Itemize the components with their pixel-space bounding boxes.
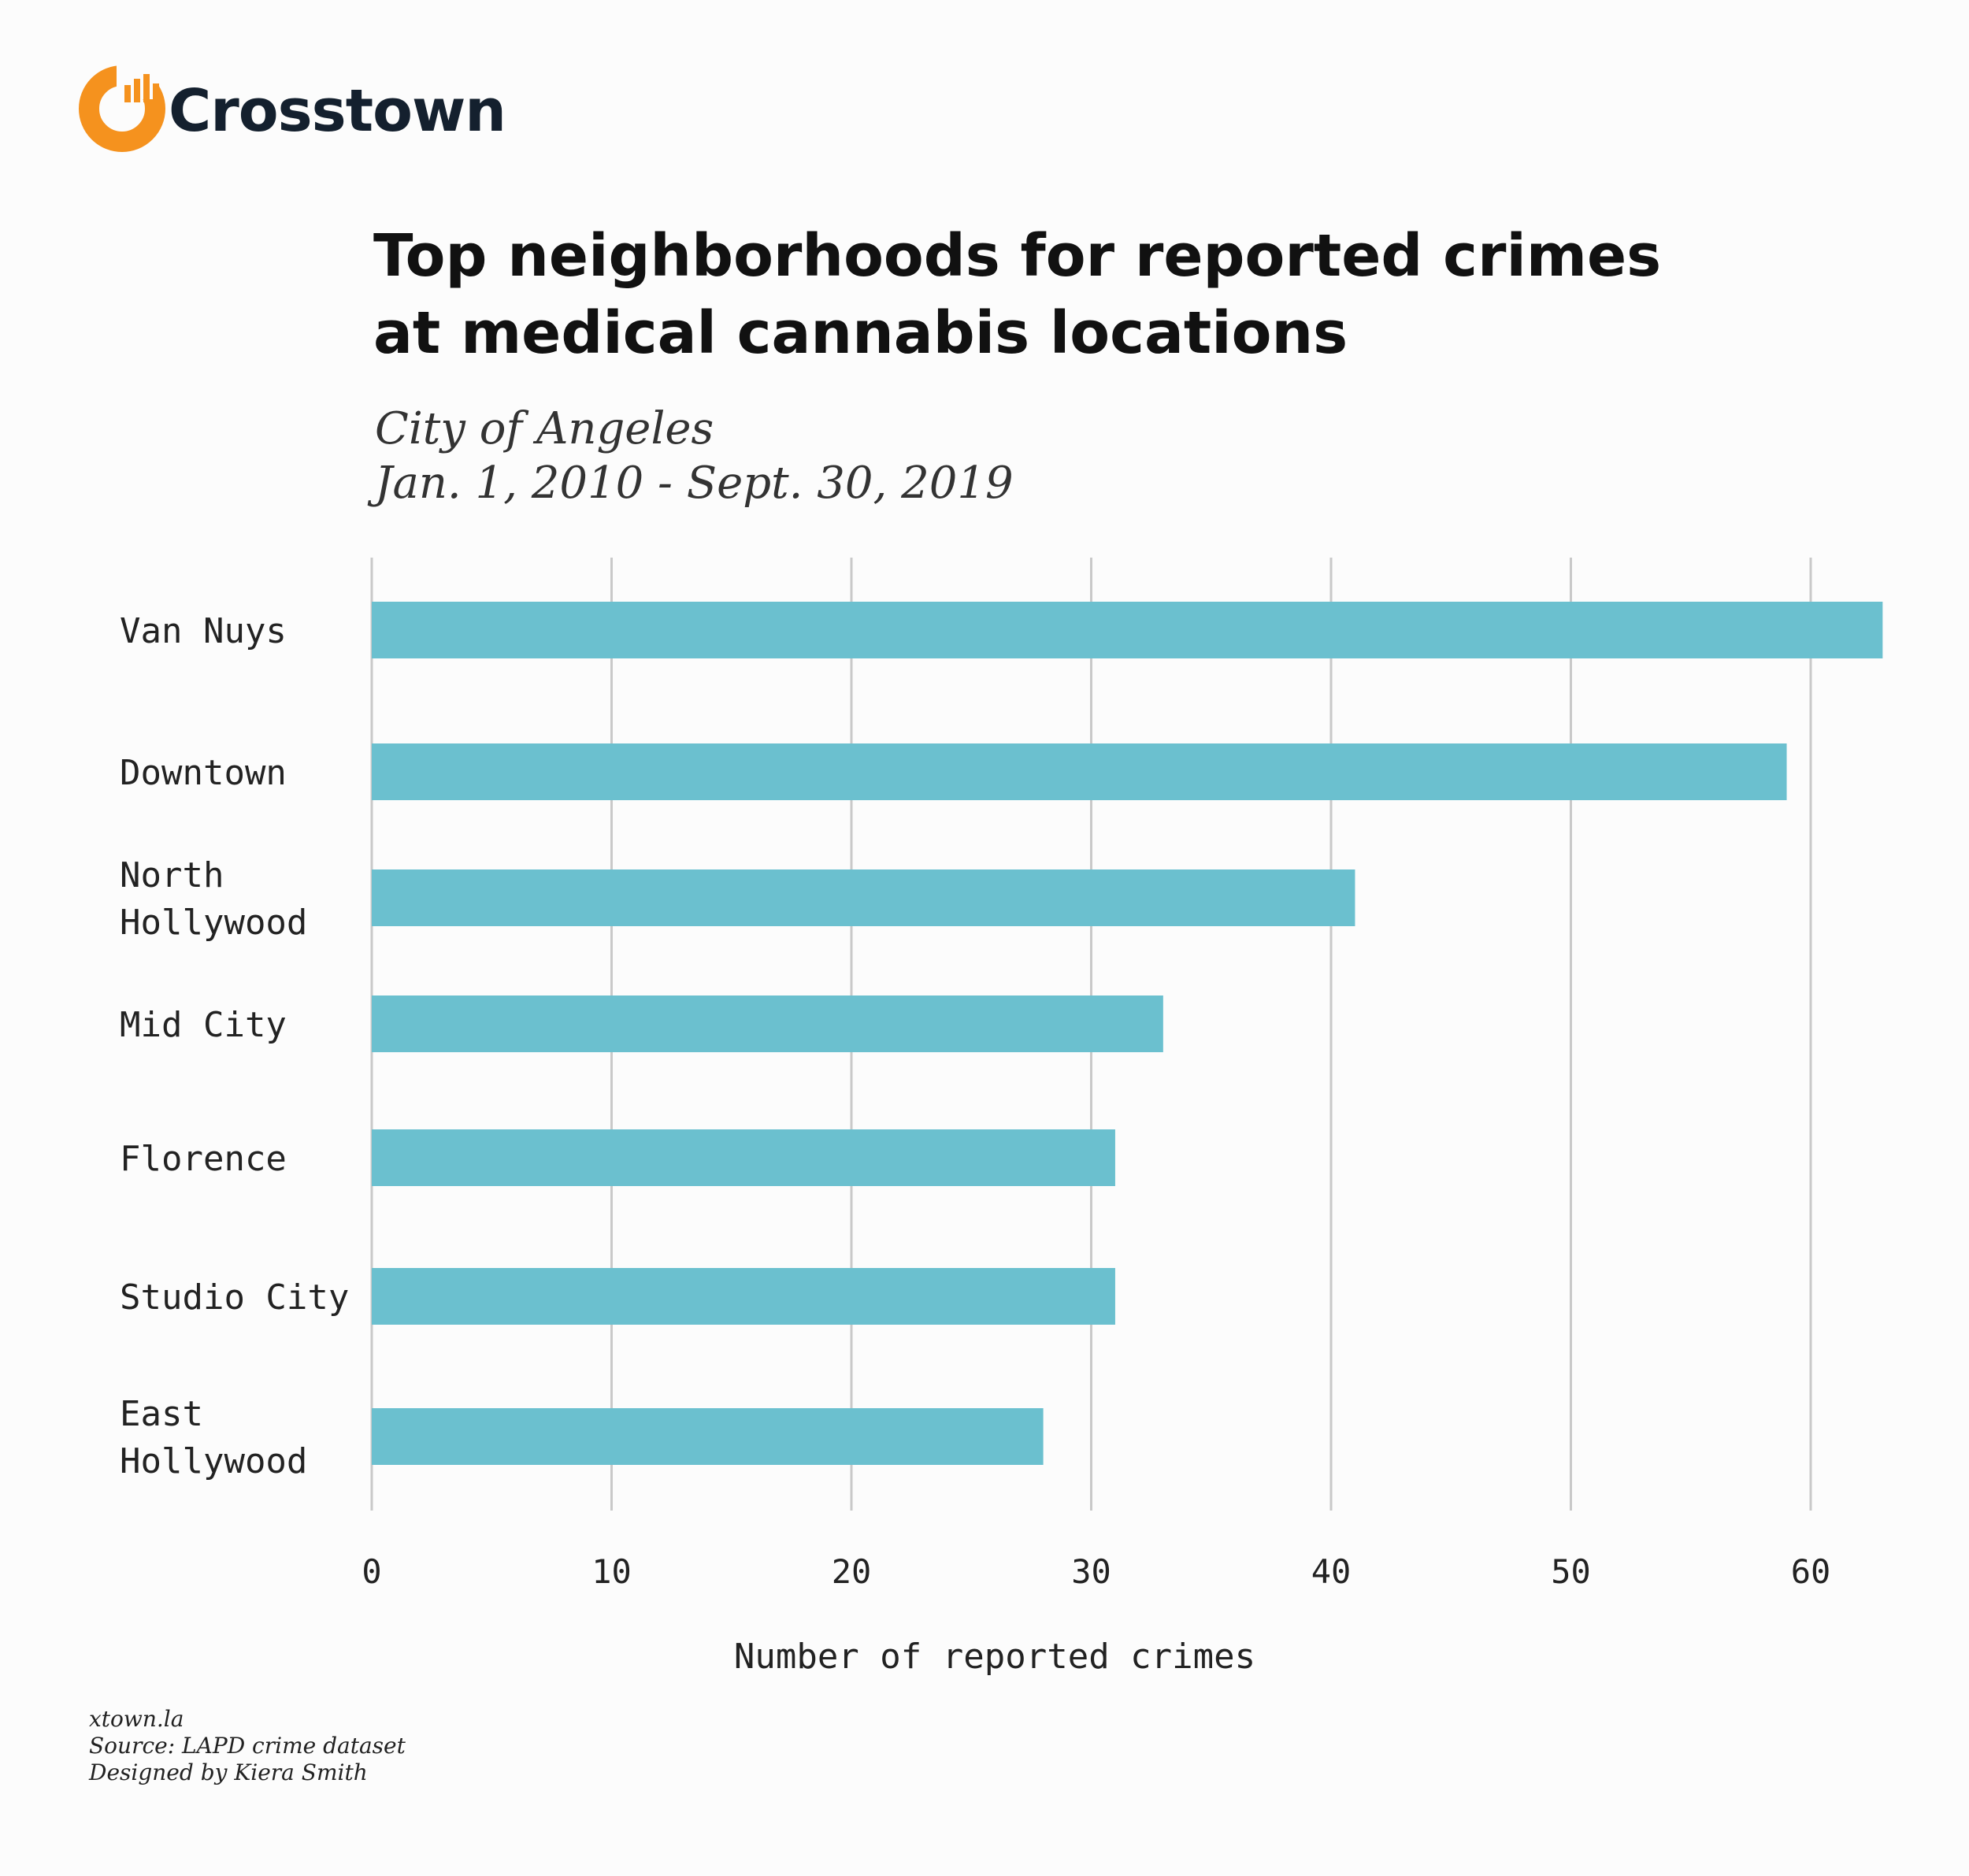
category-label-6-line-1: Hollywood (120, 1441, 307, 1481)
crosstown-logo[interactable]: Crosstown (79, 47, 506, 152)
category-label-2-line-1: Hollywood (120, 903, 307, 943)
category-label-5: Studio City (120, 1277, 349, 1318)
bar-6 (372, 1408, 1044, 1465)
x-tick-label-20: 20 (832, 1552, 872, 1591)
bar-5 (372, 1268, 1115, 1325)
x-tick-label-50: 50 (1551, 1552, 1591, 1591)
chart-title-line-1: Top neighborhoods for reported crimes (373, 222, 1661, 290)
bars (372, 602, 1883, 1465)
bar-3 (372, 995, 1163, 1052)
x-tick-label-40: 40 (1311, 1552, 1352, 1591)
category-label-1: Downtown (120, 753, 287, 793)
footer-credit: Designed by Kiera Smith (88, 1759, 368, 1785)
gridlines (370, 558, 1812, 1511)
bar-4 (372, 1129, 1115, 1186)
bar-1 (372, 743, 1787, 800)
chart-title-line-2: at medical cannabis locations (373, 299, 1348, 367)
chart-subtitle-line-2: Jan. 1, 2010 - Sept. 30, 2019 (367, 458, 1014, 509)
footer-site: xtown.la (89, 1706, 184, 1732)
category-label-0: Van Nuys (120, 611, 287, 651)
category-label-2-line-0: North (120, 855, 224, 895)
category-label-6-line-0: East (120, 1394, 203, 1434)
bar-2 (372, 869, 1355, 926)
x-tick-label-0: 0 (362, 1552, 381, 1591)
x-axis-ticks: 0 10 20 30 40 50 60 (362, 1552, 1830, 1591)
category-label-4: Florence (120, 1139, 287, 1179)
x-tick-label-10: 10 (591, 1552, 632, 1591)
category-labels: Van Nuys Downtown North Hollywood Mid City Fl… (120, 611, 349, 1481)
x-axis-title: Number of reported crimes (734, 1637, 1255, 1677)
category-label-3: Mid City (120, 1005, 287, 1045)
x-tick-label-60: 60 (1791, 1552, 1831, 1591)
chart-subtitle-line-1: City of Angeles (375, 403, 714, 454)
crosstown-logo-icon (79, 47, 165, 152)
x-tick-label-30: 30 (1071, 1552, 1111, 1591)
bar-0 (372, 602, 1883, 658)
logo-text: Crosstown (169, 77, 506, 145)
footer-source: Source: LAPD crime dataset (89, 1733, 406, 1759)
